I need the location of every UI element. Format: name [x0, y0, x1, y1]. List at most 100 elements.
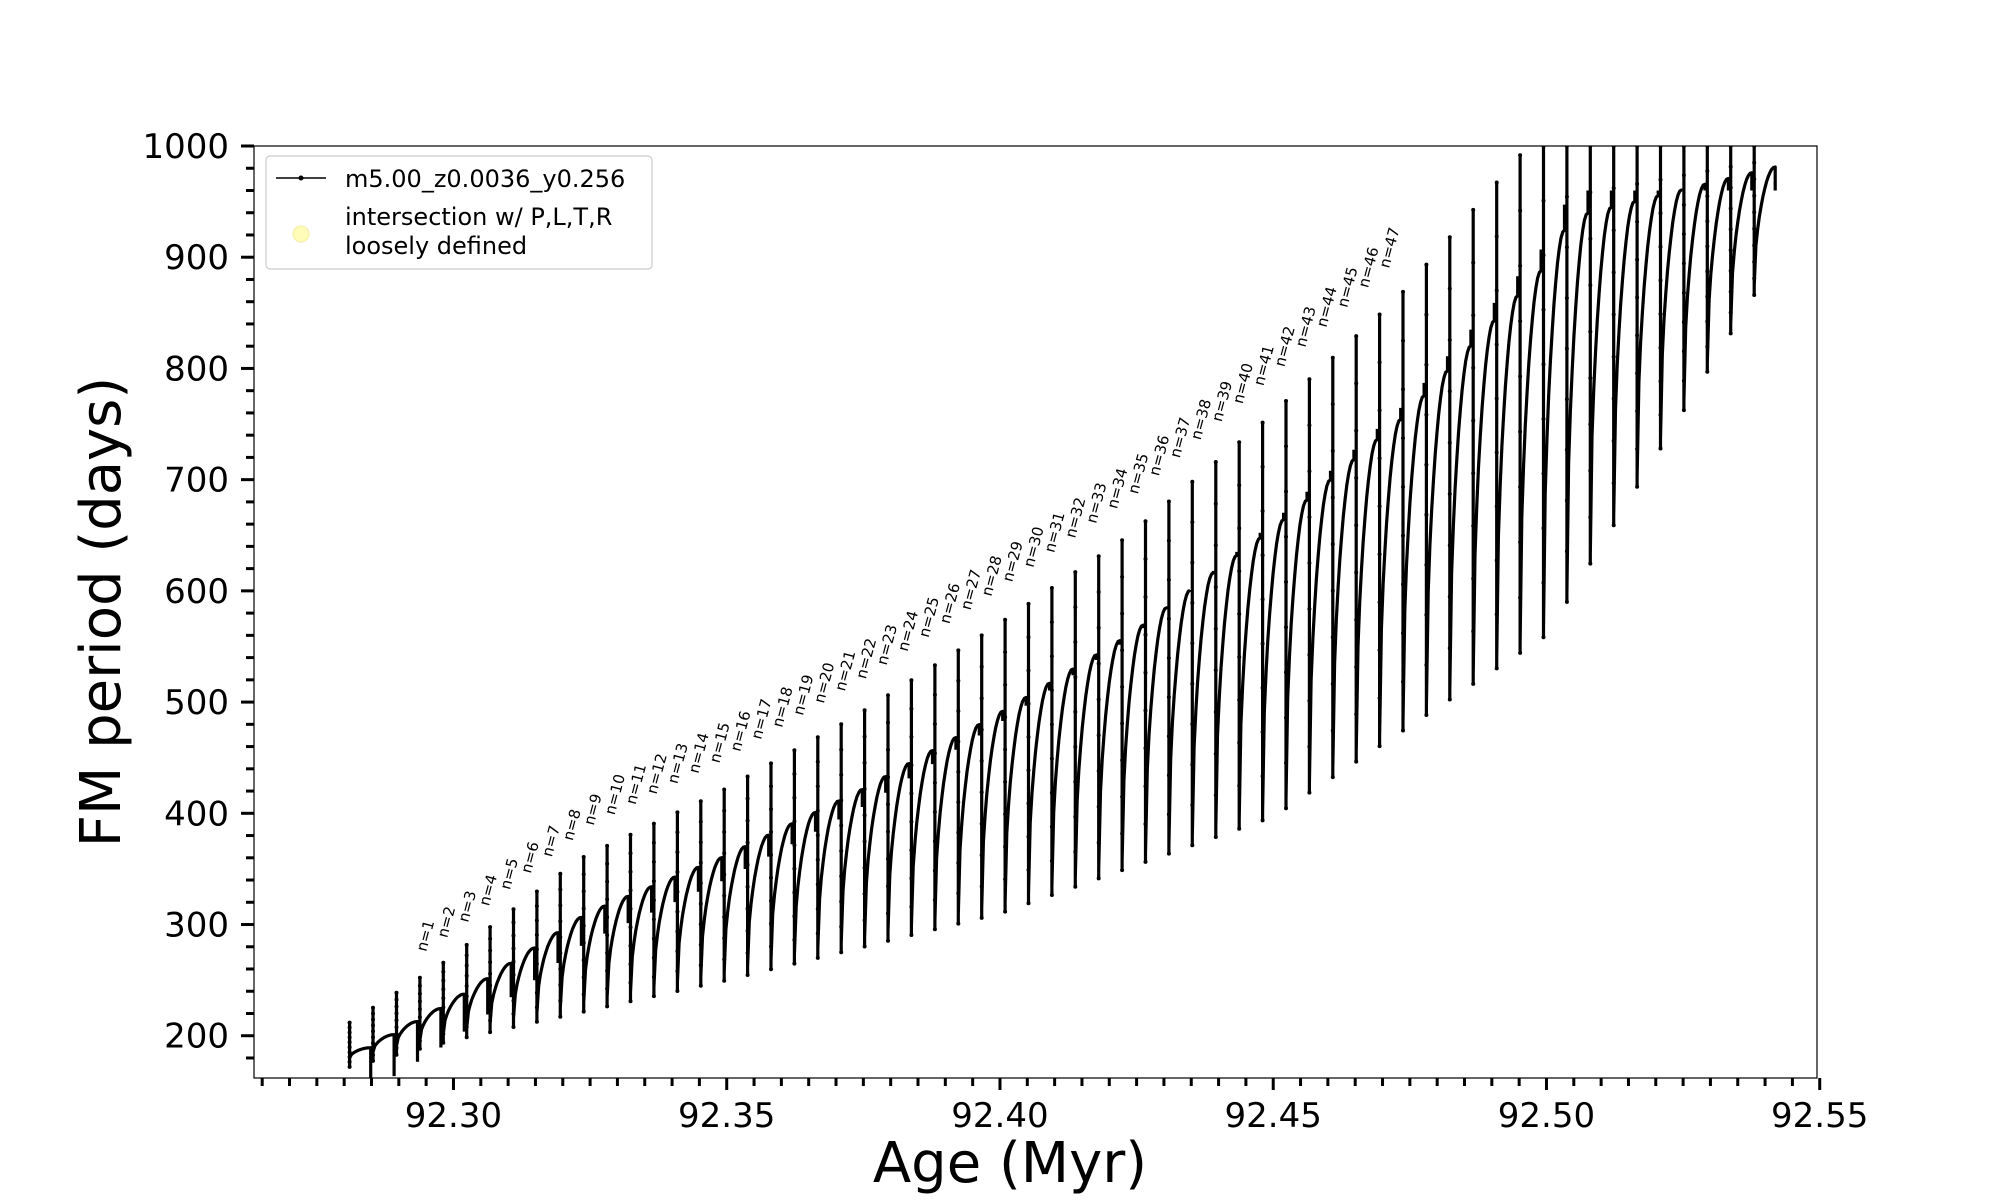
data-point — [417, 1007, 422, 1012]
pulse-loop — [1284, 401, 1309, 809]
data-point — [1330, 402, 1335, 407]
data-point — [1564, 296, 1569, 300]
data-point — [347, 1030, 352, 1035]
pulse-loop — [1050, 588, 1075, 895]
data-point — [464, 942, 469, 947]
data-point — [1681, 320, 1686, 325]
pulse-loop — [1097, 556, 1122, 879]
data-point — [1494, 180, 1499, 185]
data-point — [792, 914, 797, 919]
data-point — [722, 893, 727, 898]
data-point — [1424, 462, 1429, 467]
data-point — [722, 872, 727, 877]
data-point — [1447, 543, 1452, 548]
data-point — [1541, 198, 1546, 203]
data-point — [792, 890, 797, 895]
data-point — [979, 915, 984, 920]
data-point — [1330, 635, 1335, 640]
data-point — [1096, 697, 1101, 702]
data-point — [605, 1004, 610, 1009]
data-point — [347, 1064, 352, 1069]
pulse-number-label: n=2 — [434, 904, 460, 939]
data-point — [815, 759, 820, 764]
data-point — [628, 999, 633, 1004]
data-point — [1143, 632, 1148, 637]
pulse-loop — [1378, 314, 1403, 747]
data-point — [1330, 542, 1335, 547]
pulse-loop — [1588, 146, 1613, 564]
data-point — [1752, 160, 1757, 165]
data-point — [1635, 333, 1640, 338]
data-point — [1401, 582, 1405, 587]
data-point — [1658, 379, 1663, 384]
data-point — [628, 980, 633, 985]
data-point — [1635, 219, 1640, 224]
data-point — [1307, 652, 1312, 657]
data-point — [581, 923, 586, 928]
data-point — [839, 874, 844, 879]
data-point — [1073, 605, 1078, 610]
data-point — [979, 727, 984, 732]
x-tick-label: 92.50 — [1498, 1096, 1595, 1136]
data-point — [1120, 758, 1125, 763]
data-point — [1166, 616, 1171, 621]
data-point — [839, 950, 844, 955]
data-point — [1494, 342, 1499, 347]
data-point — [886, 884, 890, 889]
data-point — [979, 821, 984, 826]
data-point — [745, 796, 750, 801]
data-point — [558, 967, 563, 971]
data-point — [792, 772, 797, 776]
data-point — [932, 722, 937, 726]
data-point — [956, 921, 961, 926]
data-point — [1284, 760, 1288, 765]
data-point — [909, 904, 914, 909]
data-point — [886, 802, 890, 807]
data-point — [1237, 483, 1242, 488]
data-point — [1471, 365, 1476, 370]
data-point — [909, 876, 914, 881]
pulse-loop — [1565, 146, 1590, 602]
data-point — [1494, 612, 1499, 617]
data-point — [722, 936, 727, 941]
data-point — [932, 868, 937, 873]
data-point — [1588, 190, 1593, 195]
data-point — [1494, 504, 1499, 509]
data-point — [1096, 769, 1101, 773]
data-point — [956, 860, 961, 865]
data-point — [581, 1009, 586, 1014]
data-point — [464, 984, 469, 988]
data-point — [1284, 580, 1288, 584]
data-point — [605, 843, 610, 848]
data-point — [1143, 822, 1148, 826]
data-point — [698, 840, 703, 845]
data-point — [1541, 307, 1546, 312]
data-point — [1284, 806, 1288, 811]
data-point — [1401, 484, 1405, 489]
data-point — [1260, 641, 1265, 646]
data-point — [956, 648, 961, 653]
data-point — [1260, 818, 1265, 823]
data-point — [1564, 498, 1569, 503]
data-point — [932, 839, 937, 844]
data-point — [1681, 173, 1686, 178]
data-point — [745, 906, 750, 911]
data-point — [1143, 746, 1148, 751]
data-point — [347, 1050, 352, 1055]
data-point — [441, 1040, 446, 1045]
data-point — [1260, 509, 1265, 513]
data-point — [464, 1035, 469, 1040]
data-point — [1049, 824, 1054, 829]
data-point — [815, 857, 820, 862]
data-point — [839, 798, 844, 803]
data-point — [1096, 661, 1101, 666]
data-point — [1518, 153, 1523, 158]
data-point — [909, 933, 914, 937]
pulse-loop — [652, 823, 677, 997]
data-point — [1073, 814, 1078, 819]
data-point — [1120, 648, 1125, 653]
data-series-layer — [347, 146, 1777, 1078]
data-point — [1307, 423, 1312, 428]
data-point — [1073, 849, 1078, 854]
